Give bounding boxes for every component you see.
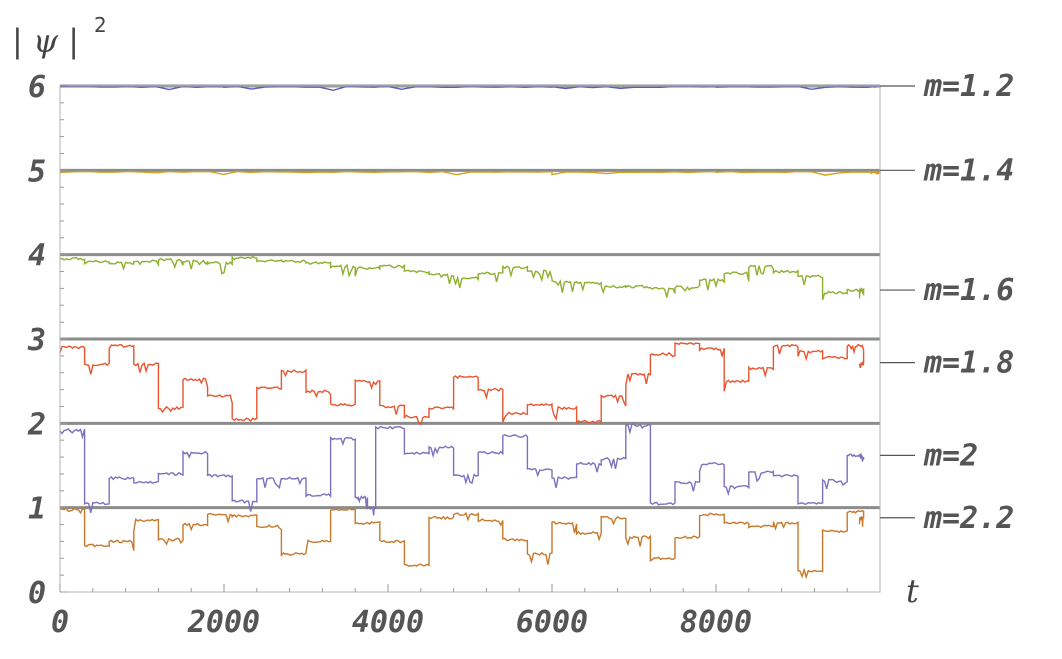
series-label-m=1.2: m=1.2	[923, 69, 1014, 104]
series-line-m=1.2	[60, 85, 881, 92]
y-tick-label: 0	[28, 576, 46, 611]
series-label-m=1.8: m=1.8	[923, 346, 1014, 381]
x-tick-label: 4000	[352, 605, 424, 640]
series-line-m=2	[59, 423, 865, 516]
y-tick-label: 6	[28, 70, 46, 105]
series-line-m=1.6	[59, 255, 865, 301]
series-label-m=1.4: m=1.4	[923, 153, 1014, 188]
y-tick-label: 5	[28, 154, 46, 189]
y-axis-title: | ψ |	[12, 22, 79, 60]
x-tick-label: 2000	[187, 605, 260, 640]
ticks	[59, 85, 848, 593]
x-axis-title: t	[906, 572, 919, 610]
series-layer	[59, 85, 881, 580]
series-line-m=1.4	[59, 169, 881, 176]
x-tick-label: 8000	[680, 605, 752, 640]
series-label-m=1.6: m=1.6	[923, 273, 1014, 308]
tick-labels: 0 1 2 3 4 5 6 0 2000 4000 6000 8000	[27, 70, 752, 640]
y-axis-title-superscript: 2	[94, 13, 107, 37]
y-tick-label: 1	[28, 492, 46, 527]
y-tick-label: 2	[27, 407, 46, 442]
series-line-m=1.8	[59, 342, 865, 426]
series-line-m=2.2	[59, 507, 865, 580]
x-tick-label: 0	[51, 605, 69, 640]
series-labels: m=1.2 m=1.4 m=1.6 m=1.8 m=2 m=2.2	[880, 69, 1014, 536]
x-tick-label: 6000	[516, 605, 588, 640]
series-label-m=2.2: m=2.2	[923, 501, 1014, 536]
y-tick-label: 3	[27, 323, 46, 358]
reference-lines	[60, 84, 880, 510]
y-tick-label: 4	[28, 239, 46, 274]
series-label-m=2: m=2	[923, 438, 978, 473]
